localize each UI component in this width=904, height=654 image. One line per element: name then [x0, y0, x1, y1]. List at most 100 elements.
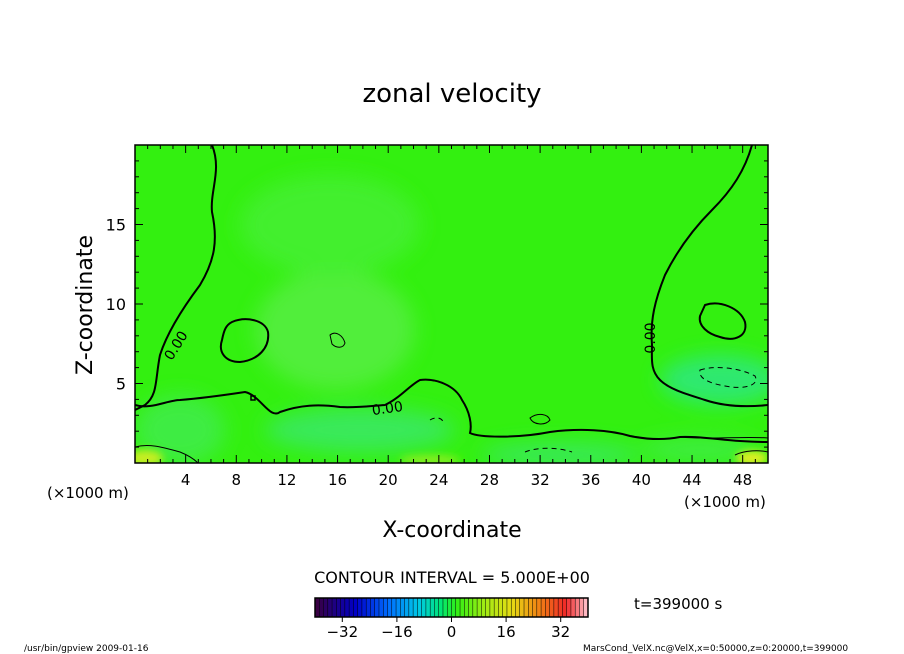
colorbar-swatch — [387, 598, 393, 617]
colorbar-swatch — [494, 598, 499, 617]
colorbar-swatch — [357, 598, 363, 617]
colorbar-swatch — [468, 598, 474, 617]
colorbar-swatch — [396, 598, 401, 617]
footer-left: /usr/bin/gpview 2009-01-16 — [24, 644, 149, 654]
colorbar-swatch — [430, 598, 435, 617]
closed-contour — [698, 302, 747, 340]
velocity-field — [135, 145, 768, 463]
weak-flow-blob — [640, 438, 760, 462]
colorbar-swatch — [532, 598, 538, 617]
negative-flow-blob — [660, 355, 768, 405]
y-axis-label: Z-coordinate — [73, 235, 98, 375]
x-tick-label: 4 — [181, 471, 191, 489]
zero-contour — [135, 378, 768, 443]
x-axis-unit-right: (×1000 m) — [684, 493, 766, 511]
colorbar-swatch — [417, 598, 422, 617]
x-tick-label: 20 — [379, 471, 398, 489]
tiny-contour — [250, 395, 256, 401]
colorbar-swatch — [481, 598, 486, 617]
colorbar-swatch — [421, 598, 427, 617]
colorbar-swatch — [349, 598, 354, 617]
x-tick-label: 44 — [682, 471, 701, 489]
x-axis-unit-left: (×1000 m) — [47, 484, 129, 502]
colorbar-swatch — [515, 598, 521, 617]
positive-flow-blob — [135, 450, 163, 463]
colorbar-swatch — [315, 598, 320, 617]
colorbar-swatch — [353, 598, 358, 617]
thin-contour — [329, 332, 346, 348]
time-label: t=399000 s — [634, 595, 722, 613]
colorbar-swatch — [327, 598, 333, 617]
colorbar-swatch — [489, 598, 495, 617]
zero-contour — [135, 145, 217, 411]
thin-contour — [529, 413, 551, 425]
x-axis-label: X-coordinate — [382, 518, 521, 543]
colorbar-swatch — [319, 598, 324, 617]
colorbar-swatch — [455, 598, 461, 617]
closed-contour — [220, 318, 270, 364]
contour-interval-text: CONTOUR INTERVAL = 5.000E+00 — [314, 568, 590, 587]
colorbar-swatch — [464, 598, 469, 617]
colorbar-tick-label: 0 — [447, 623, 457, 641]
colorbar-swatch — [545, 598, 550, 617]
positive-flow-blob — [736, 451, 768, 463]
colorbar-swatch — [404, 598, 410, 617]
colorbar-swatch — [566, 598, 572, 617]
colorbar-swatch — [536, 598, 542, 617]
colorbar-swatch — [434, 598, 440, 617]
y-tick-label: 15 — [106, 216, 126, 235]
plot-area: 0.00 0.00 0.00 — [135, 145, 768, 463]
colorbar-tick-label: −32 — [326, 623, 358, 641]
y-tick-label: 5 — [116, 375, 126, 394]
colorbar-ticks: −32 −16 0 16 32 — [326, 617, 570, 641]
colorbar-swatch — [370, 598, 376, 617]
colorbar-swatch — [344, 598, 350, 617]
positive-flow-blob — [400, 455, 460, 463]
colorbar-swatch — [472, 598, 478, 617]
colorbar-swatch — [438, 598, 444, 617]
colorbar-swatch — [332, 598, 337, 617]
colorbar-swatch — [558, 598, 563, 617]
colorbar-swatch — [528, 598, 533, 617]
colorbar-swatch — [579, 598, 585, 617]
x-tick-label: 16 — [328, 471, 347, 489]
weak-flow-blob — [135, 395, 225, 463]
colorbar-swatch — [524, 598, 529, 617]
colorbar-swatch — [391, 598, 397, 617]
dashed-contour — [524, 447, 573, 453]
colorbar-swatch — [502, 598, 508, 617]
colorbar-swatch — [519, 598, 525, 617]
chart-title: zonal velocity — [362, 79, 541, 109]
thin-contour — [135, 445, 199, 463]
colorbar-swatch — [485, 598, 491, 617]
weak-flow-blob — [240, 175, 420, 275]
colorbar-tick-label: 32 — [551, 623, 570, 641]
colorbar-swatch — [374, 598, 380, 617]
colorbar-swatch — [361, 598, 367, 617]
colorbar-swatch — [451, 598, 457, 617]
contour-label: 0.00 — [643, 322, 659, 353]
dashed-contour — [699, 367, 757, 388]
contour-lines — [135, 145, 768, 463]
weak-flow-blob — [255, 270, 415, 390]
x-tick-label: 36 — [581, 471, 600, 489]
x-tick-label: 24 — [429, 471, 448, 489]
x-tick-label: 32 — [531, 471, 550, 489]
colorbar-swatch — [498, 598, 503, 617]
colorbar-tick-label: −16 — [381, 623, 413, 641]
colorbar-swatch — [413, 598, 418, 617]
colorbar-swatch — [366, 598, 371, 617]
colorbar-swatch — [570, 598, 576, 617]
x-tick-label: 12 — [277, 471, 296, 489]
x-tick-label: 8 — [232, 471, 242, 489]
colorbar-swatch — [408, 598, 414, 617]
colorbar-swatch — [378, 598, 384, 617]
colorbar-swatch — [460, 598, 465, 617]
y-axis-ticks: 5 10 15 — [106, 160, 768, 448]
x-tick-label: 40 — [632, 471, 651, 489]
y-tick-label: 10 — [106, 295, 126, 314]
contour-label: 0.00 — [371, 399, 404, 419]
thin-contour — [734, 450, 768, 456]
colorbar-swatch — [511, 598, 516, 617]
